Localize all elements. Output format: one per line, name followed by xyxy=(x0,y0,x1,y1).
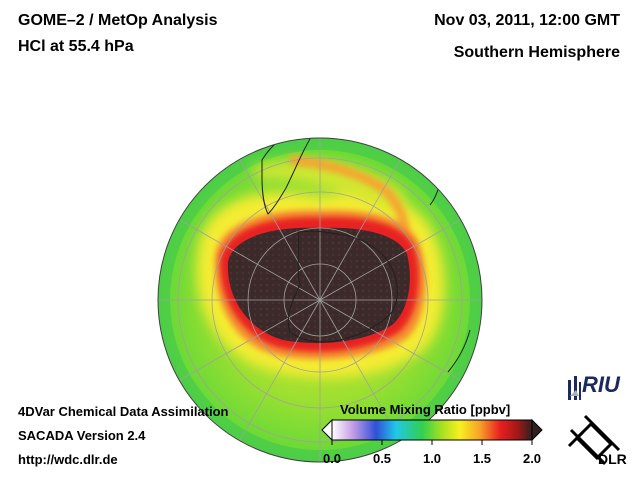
date-label: Nov 03, 2011, 12:00 GMT xyxy=(434,12,620,29)
title-line1: GOME–2 / MetOp Analysis xyxy=(18,12,218,29)
riu-logo-text: RIU xyxy=(582,372,620,397)
footer-line2: SACADA Version 2.4 xyxy=(18,428,146,443)
colorbar-tick: 1.0 xyxy=(422,451,442,466)
colorbar-tick: 2.0 xyxy=(522,451,542,466)
colorbar-tick: 1.5 xyxy=(472,451,492,466)
dlr-logo-icon xyxy=(567,414,621,466)
footer-line1: 4DVar Chemical Data Assimilation xyxy=(18,404,229,419)
region-label: Southern Hemisphere xyxy=(453,44,620,61)
riu-logo-icon xyxy=(568,376,581,400)
colorbar-ramp xyxy=(331,419,533,441)
dlr-logo-text: DLR xyxy=(598,451,627,467)
title-line2: HCl at 55.4 hPa xyxy=(18,38,134,55)
colorbar-max-arrow xyxy=(531,418,543,442)
colorbar xyxy=(321,418,543,445)
colorbar-tick: 0.0 xyxy=(322,451,342,466)
colorbar-tick: 0.5 xyxy=(372,451,392,466)
colorbar-min-arrow xyxy=(321,418,333,442)
filament-orange xyxy=(289,155,411,246)
globe-outline xyxy=(157,137,483,463)
graticule xyxy=(158,138,482,462)
footer-url: http://wdc.dlr.de xyxy=(18,452,118,467)
colorbar-title: Volume Mixing Ratio [ppbv] xyxy=(340,402,511,417)
